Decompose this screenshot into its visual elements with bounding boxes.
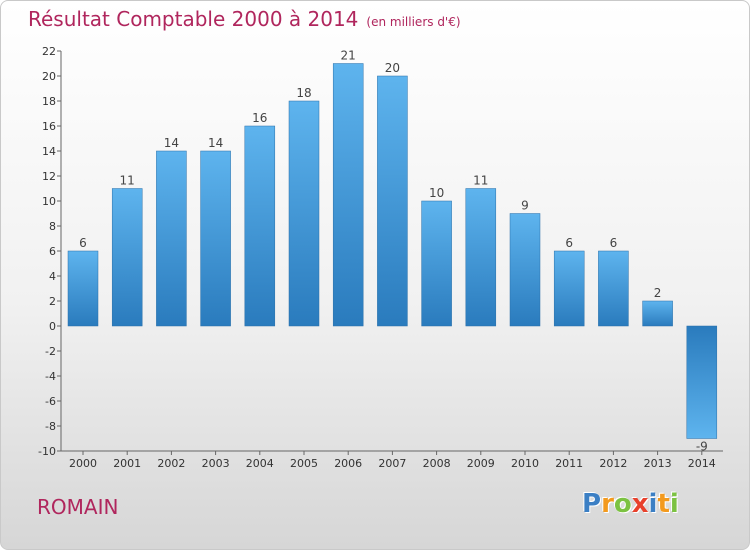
bar-2006 xyxy=(332,63,364,327)
x-tick-label: 2006 xyxy=(334,457,362,470)
x-tick-label: 2009 xyxy=(467,457,495,470)
logo-letter: o xyxy=(613,489,632,519)
bar-2001 xyxy=(111,188,143,327)
y-tick-label: 8 xyxy=(49,220,56,233)
x-tick-label: 2008 xyxy=(423,457,451,470)
x-tick-label: 2012 xyxy=(599,457,627,470)
data-label-2010: 9 xyxy=(521,199,529,213)
data-label-2002: 14 xyxy=(164,136,179,150)
x-tick-label: 2002 xyxy=(157,457,185,470)
y-tick-label: 4 xyxy=(49,270,56,283)
y-tick-label: 12 xyxy=(42,170,56,183)
y-tick-label: 6 xyxy=(49,245,56,258)
bar-2010 xyxy=(509,213,541,327)
y-tick-label: 16 xyxy=(42,120,56,133)
chart-title: Résultat Comptable 2000 à 2014 (en millie… xyxy=(28,7,461,31)
x-tick-label: 2000 xyxy=(69,457,97,470)
x-tick-label: 2004 xyxy=(246,457,274,470)
y-tick-label: -2 xyxy=(45,345,56,358)
bar-2008 xyxy=(421,200,452,327)
logo-letter: t xyxy=(657,489,670,519)
logo-letter: i xyxy=(669,489,679,519)
proxiti-logo: Proxiti xyxy=(582,489,679,519)
data-label-2009: 11 xyxy=(473,174,488,188)
logo-letter: r xyxy=(601,489,614,519)
bar-2012 xyxy=(598,250,629,327)
bar-2007 xyxy=(377,75,408,327)
x-tick-label: 2005 xyxy=(290,457,318,470)
data-label-2004: 16 xyxy=(252,111,267,125)
bar-2013 xyxy=(642,300,673,327)
data-label-2001: 11 xyxy=(120,174,135,188)
logo-letter: i xyxy=(648,489,658,519)
y-tick-label: 20 xyxy=(42,70,56,83)
data-label-2013: 2 xyxy=(654,286,662,300)
y-tick-label: 18 xyxy=(42,95,56,108)
bar-2005 xyxy=(288,100,320,327)
x-tick-label: 2003 xyxy=(202,457,230,470)
data-label-2003: 14 xyxy=(208,136,223,150)
data-label-2005: 18 xyxy=(296,86,311,100)
x-tick-label: 2010 xyxy=(511,457,539,470)
data-label-2012: 6 xyxy=(610,236,618,250)
y-tick-label: 0 xyxy=(49,320,56,333)
data-label-2006: 21 xyxy=(341,49,356,63)
bar-2011 xyxy=(553,250,585,327)
bar-2009 xyxy=(465,188,497,327)
x-tick-label: 2007 xyxy=(378,457,406,470)
y-tick-label: -10 xyxy=(38,445,56,458)
city-name: ROMAIN xyxy=(37,495,119,519)
bar-2003 xyxy=(200,150,231,327)
data-label-2000: 6 xyxy=(79,236,87,250)
x-tick-label: 2001 xyxy=(113,457,141,470)
data-label-2011: 6 xyxy=(565,236,573,250)
y-tick-label: -4 xyxy=(45,370,56,383)
y-tick-label: 2 xyxy=(49,295,56,308)
x-tick-label: 2014 xyxy=(688,457,716,470)
x-tick-label: 2013 xyxy=(644,457,672,470)
chart-title-text: Résultat Comptable 2000 à 2014 xyxy=(28,7,359,31)
x-tick-label: 2011 xyxy=(555,457,583,470)
y-tick-label: -6 xyxy=(45,395,56,408)
y-tick-label: 14 xyxy=(42,145,56,158)
data-label-2007: 20 xyxy=(385,61,400,75)
logo-letter: x xyxy=(631,489,649,519)
bar-2004 xyxy=(244,125,276,327)
y-tick-label: -8 xyxy=(45,420,56,433)
bar-2002 xyxy=(156,150,187,327)
y-tick-label: 22 xyxy=(42,45,56,58)
data-label-2014: -9 xyxy=(696,440,708,454)
data-label-2008: 10 xyxy=(429,186,444,200)
bar-2000 xyxy=(67,250,99,327)
y-tick-label: 10 xyxy=(42,195,56,208)
logo-letter: P xyxy=(582,489,602,519)
chart-subtitle: (en milliers d'€) xyxy=(366,15,461,29)
bar-2014 xyxy=(686,325,718,439)
